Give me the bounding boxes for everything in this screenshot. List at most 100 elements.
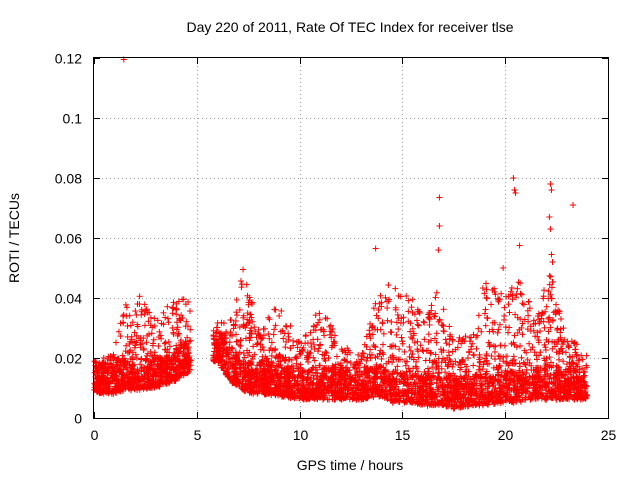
data-point [404, 358, 411, 365]
data-point [455, 404, 462, 411]
data-point [562, 349, 569, 356]
data-point [248, 330, 255, 337]
data-point [367, 346, 374, 353]
data-point [433, 339, 440, 346]
data-point [482, 280, 489, 287]
data-point [517, 290, 524, 297]
data-point [510, 175, 517, 181]
data-point [228, 378, 235, 385]
data-point [475, 325, 482, 332]
data-point [531, 349, 538, 356]
data-point [442, 336, 449, 343]
data-point [572, 346, 579, 353]
data-point [417, 342, 424, 349]
data-point [510, 339, 517, 346]
data-point [373, 312, 380, 319]
data-point [134, 323, 141, 330]
data-point [415, 354, 422, 361]
data-point [557, 334, 564, 341]
data-point [522, 396, 529, 403]
data-point [260, 325, 267, 332]
data-point [300, 368, 307, 375]
data-point [400, 314, 407, 321]
data-point [275, 353, 282, 360]
data-point [172, 377, 179, 384]
data-point [545, 315, 552, 322]
data-point [525, 312, 532, 319]
data-point [538, 311, 545, 318]
data-point [557, 345, 564, 352]
data-point [176, 316, 183, 323]
data-point [179, 296, 186, 303]
data-point [164, 315, 171, 322]
data-point [131, 386, 138, 393]
data-point [115, 328, 122, 335]
data-point [438, 349, 445, 356]
data-point [424, 365, 431, 372]
data-point [462, 403, 469, 410]
data-point [409, 351, 416, 358]
data-point [547, 226, 554, 232]
data-point [251, 324, 258, 331]
data-point [517, 398, 524, 405]
data-point [421, 336, 428, 343]
chart-title: Day 220 of 2011, Rate Of TEC Index for r… [186, 19, 513, 35]
data-point [553, 301, 560, 308]
data-point [382, 294, 389, 301]
data-point [480, 361, 487, 368]
data-point [396, 346, 403, 353]
data-point [456, 334, 463, 341]
data-point [371, 343, 378, 350]
data-point [483, 294, 490, 301]
data-point [174, 324, 181, 331]
data-point [403, 292, 410, 299]
data-point [389, 359, 396, 366]
data-point [265, 314, 272, 321]
data-point [491, 285, 498, 292]
grid-lines [94, 58, 608, 418]
data-point [495, 352, 502, 359]
data-point [490, 342, 497, 349]
data-point [285, 356, 292, 363]
data-point [560, 358, 567, 365]
data-point [570, 202, 577, 208]
data-point [439, 355, 446, 362]
data-point [437, 346, 444, 353]
data-point [377, 326, 384, 333]
data-point [483, 368, 490, 375]
data-point [557, 315, 564, 322]
data-point [492, 356, 499, 363]
data-point [389, 352, 396, 359]
data-point [433, 365, 440, 372]
data-point [113, 339, 120, 346]
data-point [393, 319, 400, 326]
data-point [552, 343, 559, 350]
data-point [307, 340, 314, 347]
data-point [370, 305, 377, 312]
data-point [419, 347, 426, 354]
data-point [380, 341, 387, 348]
data-point [247, 299, 254, 306]
data-point [526, 305, 533, 312]
data-point [483, 295, 490, 302]
data-point [178, 312, 185, 319]
data-point [105, 353, 112, 360]
data-point [325, 354, 332, 361]
data-point [393, 397, 400, 404]
data-point [117, 333, 124, 340]
data-point [512, 190, 519, 196]
y-tick-label: 0.02 [55, 351, 82, 367]
data-point [416, 308, 423, 315]
data-point [245, 320, 252, 327]
data-point [501, 316, 508, 323]
data-point [233, 296, 240, 303]
data-point [518, 291, 525, 298]
data-point [223, 328, 230, 335]
data-point [344, 351, 351, 358]
data-point [519, 331, 526, 338]
data-point [385, 358, 392, 365]
data-point [170, 329, 177, 336]
data-point [478, 328, 485, 335]
data-point [392, 304, 399, 311]
data-point [405, 308, 412, 315]
